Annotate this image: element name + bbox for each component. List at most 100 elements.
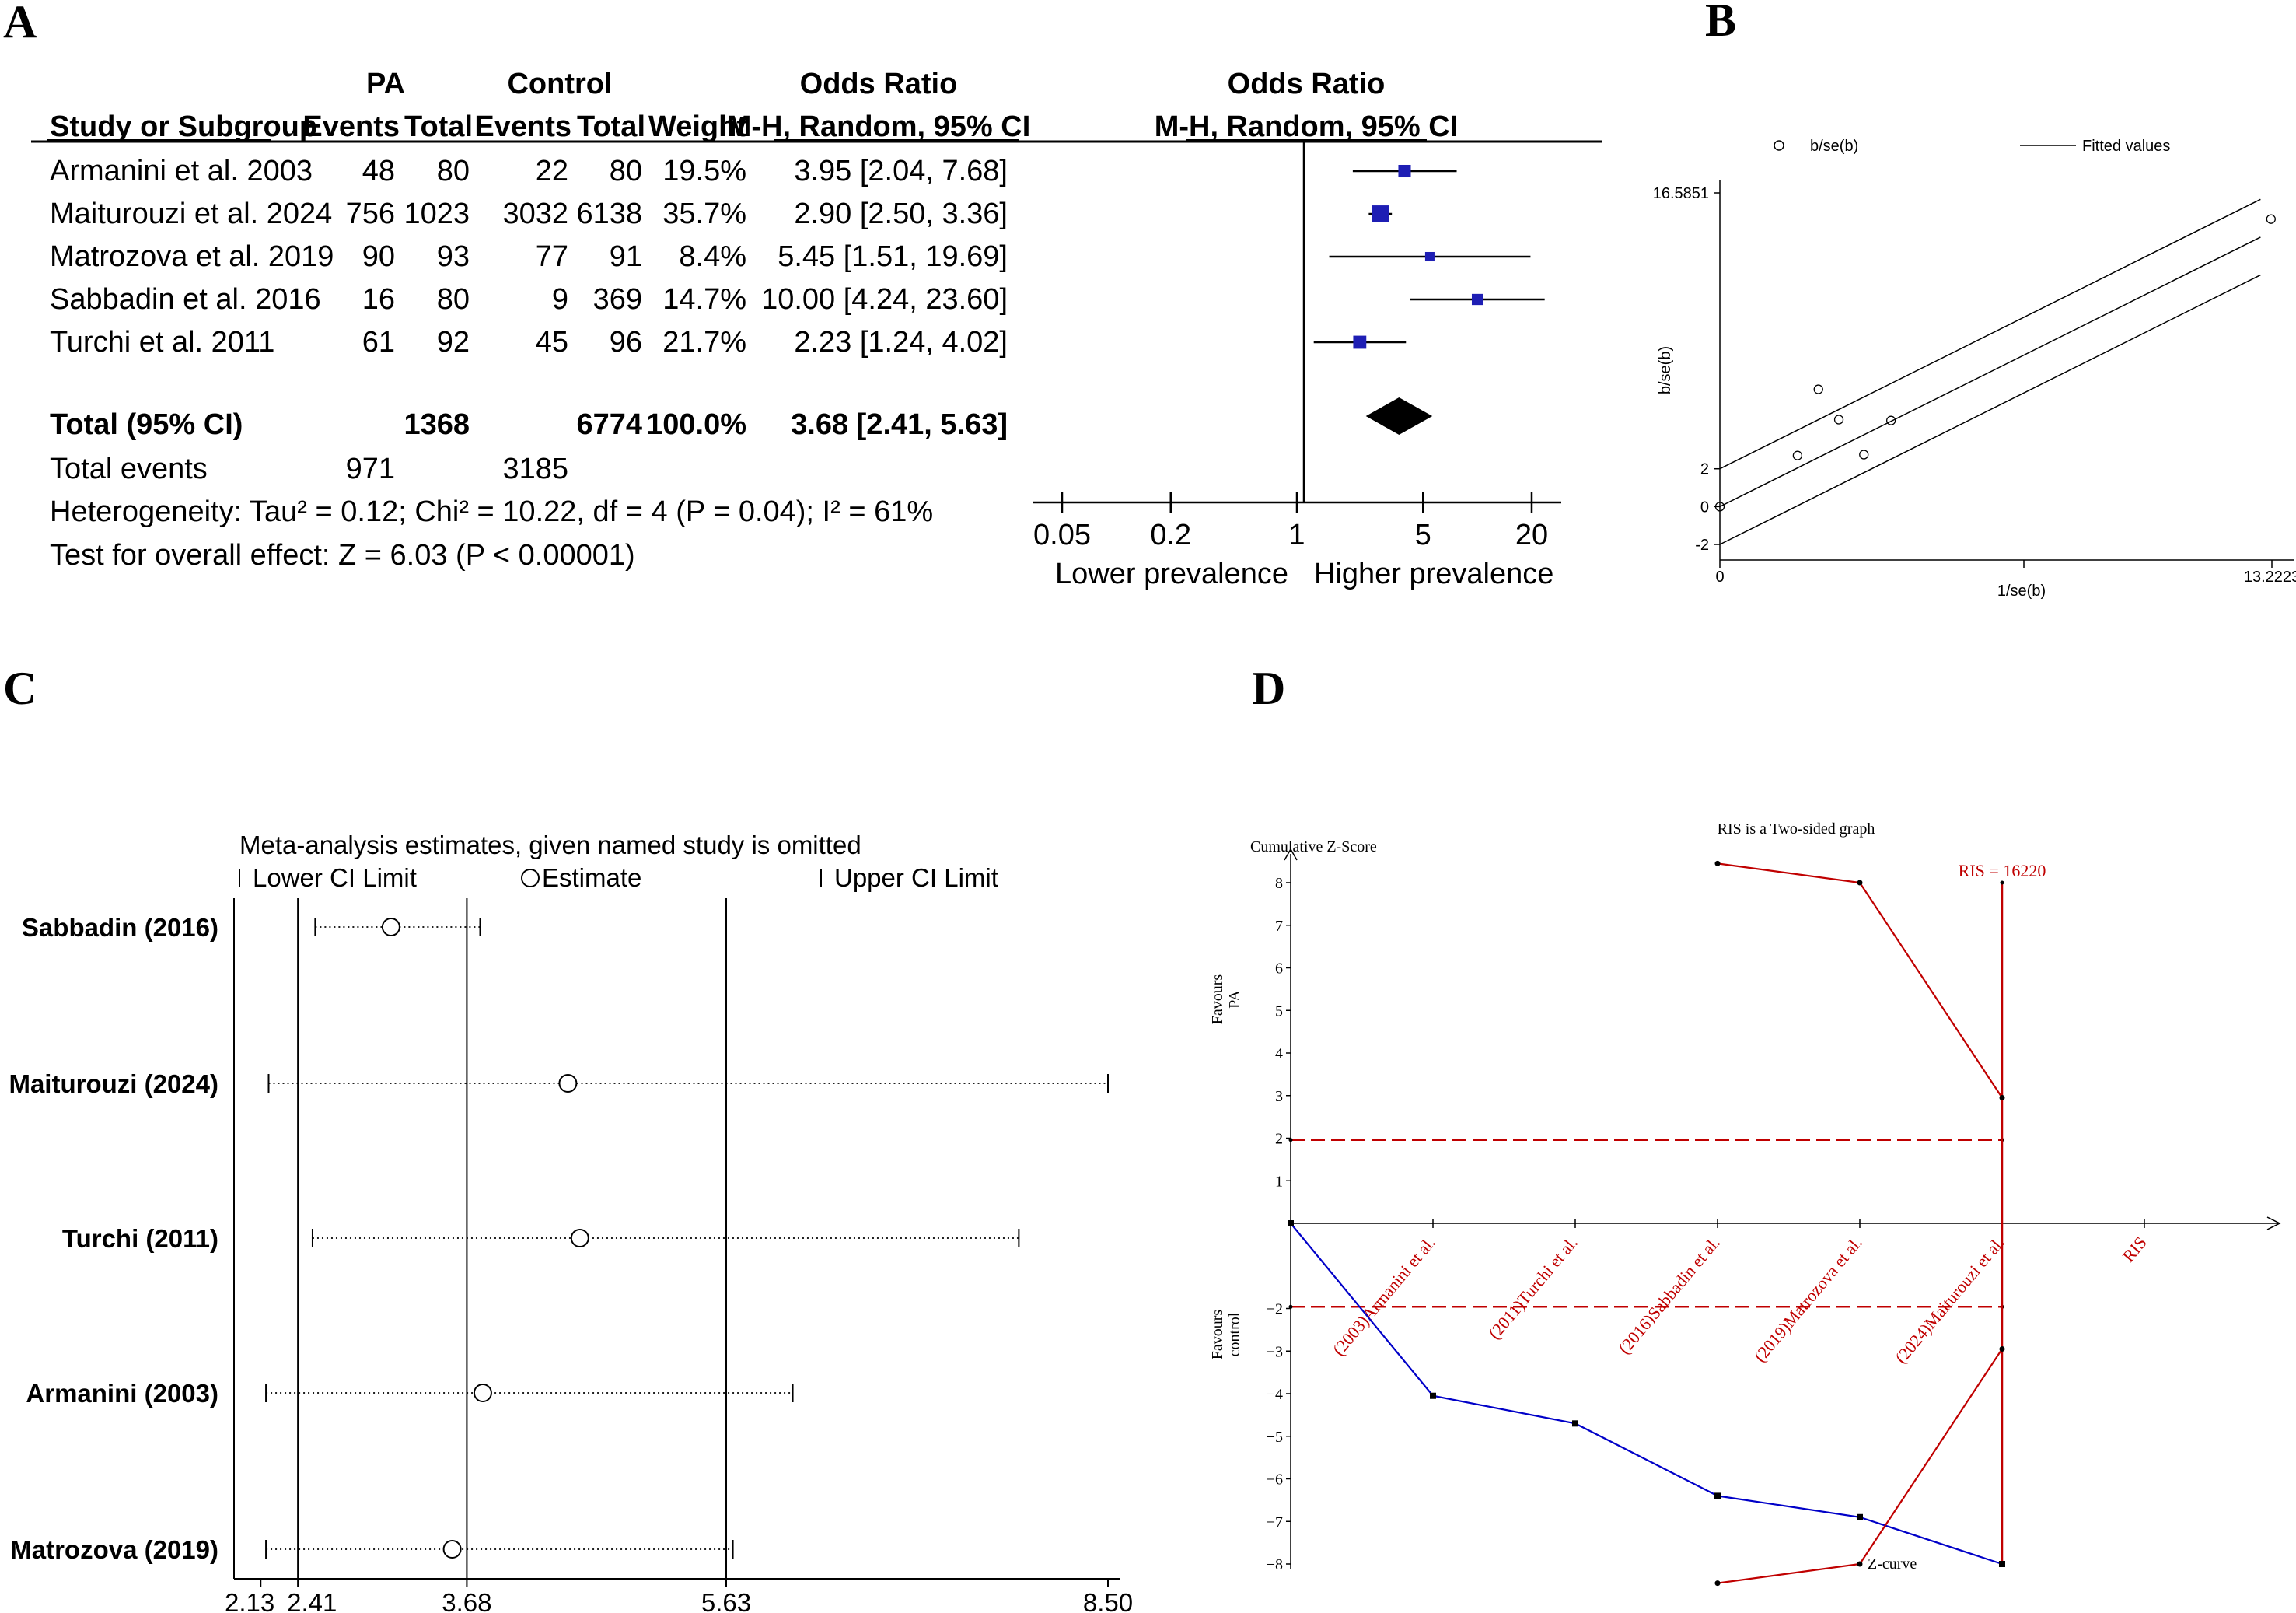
cell-pa-events: 48 bbox=[362, 155, 395, 187]
col-pa-events: Events bbox=[302, 110, 400, 143]
cell-c-events: 3032 bbox=[502, 198, 568, 230]
study-row: Maiturouzi et al. 2024 756 1023 3032 6138 35.… bbox=[50, 198, 1008, 230]
cell-name: Turchi et al. 2011 bbox=[50, 326, 274, 359]
galbraith-point bbox=[1714, 502, 1725, 512]
y-tick-label: 3 bbox=[1275, 1088, 1283, 1105]
cell-pa-total: 92 bbox=[437, 326, 470, 359]
y-tick-label: 4 bbox=[1275, 1045, 1283, 1062]
odds-ratio-plot-header: Odds Ratio bbox=[1228, 68, 1386, 100]
y-tick-label: −5 bbox=[1267, 1429, 1283, 1446]
favours-control-line1: Favours bbox=[1209, 1310, 1226, 1360]
cell-weight: 35.7% bbox=[662, 198, 746, 230]
tsa-series-line bbox=[1717, 862, 2003, 1099]
study-row: Turchi et al. 2011 61 92 45 96 21.7% 2.23 [1.2… bbox=[50, 326, 1008, 359]
or-tick-label: 1 bbox=[1288, 519, 1305, 551]
x-tick-label: 3.68 bbox=[442, 1588, 491, 1613]
study-category-label: (2016)Sabbadin et al. bbox=[1614, 1233, 1724, 1358]
cell-pa-total: 93 bbox=[437, 240, 470, 273]
cell-c-total: 6138 bbox=[576, 198, 642, 230]
study-category-label: (2019)Matrozova et al. bbox=[1750, 1233, 1866, 1366]
galbraith-point bbox=[2266, 214, 2276, 224]
sensitivity-panel: Meta-analysis estimates, given named stu… bbox=[9, 831, 1133, 1613]
panel-label-a: A bbox=[3, 0, 37, 47]
tsa-y-arrow-icon bbox=[1284, 848, 1298, 861]
x-tick-label: 5.63 bbox=[701, 1588, 751, 1613]
or-tick-label: 5 bbox=[1415, 519, 1431, 551]
cell-name: Sabbadin et al. 2016 bbox=[50, 283, 321, 316]
y-tick-label: 5 bbox=[1275, 1002, 1283, 1020]
favours-pa-line2: PA bbox=[1226, 990, 1243, 1009]
col-ci-plot: M-H, Random, 95% CI bbox=[1155, 110, 1459, 143]
z-curve-point bbox=[1857, 1513, 1863, 1520]
study-label: Sabbadin (2016) bbox=[22, 913, 218, 942]
sensitivity-row: Armanini (2003) bbox=[26, 1379, 794, 1408]
boundary-point bbox=[1999, 1094, 2005, 1100]
tsa-x-arrow-icon bbox=[2266, 1216, 2281, 1230]
cell-pa-total: 1023 bbox=[404, 198, 470, 230]
y-tick-label: 2 bbox=[1275, 1131, 1283, 1148]
legend-point-icon bbox=[1774, 140, 1784, 151]
tsa-ylabel: Cumulative Z-Score bbox=[1250, 838, 1377, 855]
column-headers: Study or Subgroup Events Total Events To… bbox=[50, 110, 1458, 143]
or-marker bbox=[1398, 164, 1411, 178]
boundary-point bbox=[1714, 860, 1721, 866]
control-group-header: Control bbox=[507, 68, 612, 100]
x-tick-label: 2.13 bbox=[225, 1588, 274, 1613]
galbraith-point bbox=[1813, 384, 1823, 394]
cell-weight: 14.7% bbox=[662, 283, 746, 316]
y-tick-label: −2 bbox=[1267, 1301, 1283, 1318]
y-tick-label: −8 bbox=[1267, 1556, 1283, 1573]
favours-control-line2: control bbox=[1226, 1312, 1243, 1356]
legend-fitted: Fitted values bbox=[2082, 138, 2170, 155]
sensitivity-rows: Sabbadin (2016) Maiturouzi (2024) Turchi (… bbox=[9, 913, 1109, 1564]
ris-end-point bbox=[2000, 880, 2004, 885]
tsa-panel: RIS is a Two-sided graph Cumulative Z-Sc… bbox=[1209, 820, 2281, 1587]
legend-lower: Lower CI Limit bbox=[253, 863, 417, 892]
col-pa-total: Total bbox=[404, 110, 473, 143]
cell-c-events: 22 bbox=[536, 155, 568, 187]
sensitivity-row: Sabbadin (2016) bbox=[22, 913, 481, 942]
legend-upper: Upper CI Limit bbox=[834, 863, 998, 892]
total-weight: 100.0% bbox=[646, 408, 746, 441]
cell-ci-text: 10.00 [4.24, 23.60] bbox=[761, 283, 1008, 316]
boundary-point bbox=[1999, 1346, 2005, 1352]
study-label: Turchi (2011) bbox=[62, 1224, 218, 1253]
y-tick-label: 0 bbox=[1700, 499, 1709, 516]
study-category-label: RIS bbox=[2119, 1233, 2151, 1265]
study-category-label: (2011)Turchi et al. bbox=[1484, 1233, 1581, 1343]
or-marker bbox=[1424, 251, 1435, 262]
study-markers bbox=[1313, 164, 1545, 349]
y-tick-label: -2 bbox=[1695, 537, 1709, 554]
cell-pa-events: 90 bbox=[362, 240, 395, 273]
favours-right: Higher prevalence bbox=[1314, 558, 1553, 590]
boundary-end-point bbox=[1288, 1304, 1293, 1309]
cell-c-total: 80 bbox=[610, 155, 642, 187]
estimate-marker bbox=[381, 918, 400, 936]
study-category-label: (2024)Maiturouzi et al. bbox=[1891, 1233, 2008, 1367]
cell-pa-events: 61 bbox=[362, 326, 395, 359]
cell-c-total: 96 bbox=[610, 326, 642, 359]
z-curve-point bbox=[1572, 1420, 1578, 1427]
estimate-marker bbox=[473, 1384, 492, 1402]
cell-ci-text: 2.23 [1.24, 4.02] bbox=[794, 326, 1008, 359]
or-marker bbox=[1372, 205, 1389, 222]
or-tick-label: 0.05 bbox=[1033, 519, 1091, 551]
cell-ci-text: 3.95 [2.04, 7.68] bbox=[794, 155, 1008, 187]
cell-pa-events: 16 bbox=[362, 283, 395, 316]
tsa-ticks: 8 7 6 5 4 3 2 1 −2 −3 −4 −5 −6 −7 −8 bbox=[1267, 875, 1291, 1573]
tsa-series: RIS = 16220 Z-curve bbox=[1288, 860, 2046, 1587]
study-label: Armanini (2003) bbox=[26, 1379, 218, 1408]
pooled-diamond bbox=[1365, 397, 1433, 435]
total-pa: 1368 bbox=[404, 408, 470, 441]
boundary-point bbox=[1857, 880, 1863, 886]
boundary-point bbox=[1857, 1561, 1863, 1567]
legend-points: b/se(b) bbox=[1810, 138, 1858, 155]
overall-effect-text: Test for overall effect: Z = 6.03 (P < 0… bbox=[50, 539, 635, 572]
x-tick-label: 2.41 bbox=[287, 1588, 337, 1613]
sensitivity-reference-lines bbox=[297, 898, 728, 1579]
z-curve-point bbox=[1288, 1220, 1294, 1226]
cell-name: Armanini et al. 2003 bbox=[50, 155, 313, 187]
sensitivity-row: Matrozova (2019) bbox=[10, 1535, 734, 1564]
cell-c-events: 9 bbox=[552, 283, 568, 316]
col-ci: M-H, Random, 95% CI bbox=[727, 110, 1031, 143]
